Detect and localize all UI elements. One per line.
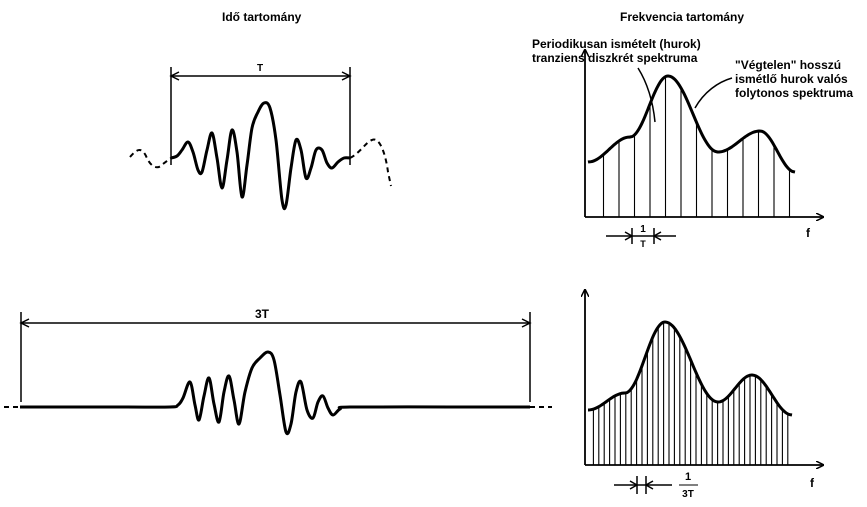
discrete-spectrum-note: Periodikusan ismételt (hurok) tranziens … (532, 37, 701, 65)
repeat-right-dashed (349, 138, 392, 187)
triple-period-dimension (19, 312, 532, 402)
spacing-bottom-numerator: 1 (685, 471, 691, 483)
discrete-spectrum-note-line-2: tranziens diszkrét spektruma (532, 51, 698, 65)
transient-waveform-bottom (19, 350, 530, 436)
spectrum-top: f 1 T (585, 50, 823, 249)
spectrum-top-envelope (587, 74, 796, 174)
frequency-domain-heading: Frekvencia tartomány (620, 10, 745, 24)
continuous-spectrum-note-line-1: "Végtelen" hosszú (735, 58, 842, 72)
spectrum-top-axis-label: f (806, 226, 811, 240)
time-domain-heading: Idő tartomány (222, 10, 302, 24)
discrete-note-leader (637, 67, 656, 123)
spectrum-bottom-lines (592, 322, 789, 465)
spacing-top-denominator: T (640, 239, 646, 249)
time-domain-bottom: 3T (4, 307, 552, 436)
continuous-spectrum-note-line-2: ismétlő hurok valós (735, 72, 848, 86)
transient-waveform-top (170, 101, 351, 211)
continuous-note-leader (694, 77, 733, 109)
spacing-bottom-denominator: 3T (682, 489, 694, 500)
period-label: T (257, 63, 263, 74)
repeat-left-dashed (129, 149, 172, 169)
period-dimension (169, 67, 352, 165)
continuous-spectrum-note: "Végtelen" hosszú ismétlő hurok valós fo… (735, 58, 853, 100)
spectrum-bottom: f 1 3T (585, 290, 823, 500)
spacing-top-numerator: 1 (640, 224, 646, 235)
spectrum-top-lines (602, 76, 791, 217)
time-domain-top: T (129, 63, 392, 211)
triple-period-label: 3T (255, 307, 270, 321)
spacing-dimension-bottom (614, 476, 672, 494)
discrete-spectrum-note-line-1: Periodikusan ismételt (hurok) (532, 37, 701, 51)
continuous-spectrum-note-line-3: folytonos spektruma (735, 86, 854, 100)
spectrum-bottom-envelope (587, 320, 793, 417)
spectrum-bottom-axis-label: f (810, 476, 815, 490)
